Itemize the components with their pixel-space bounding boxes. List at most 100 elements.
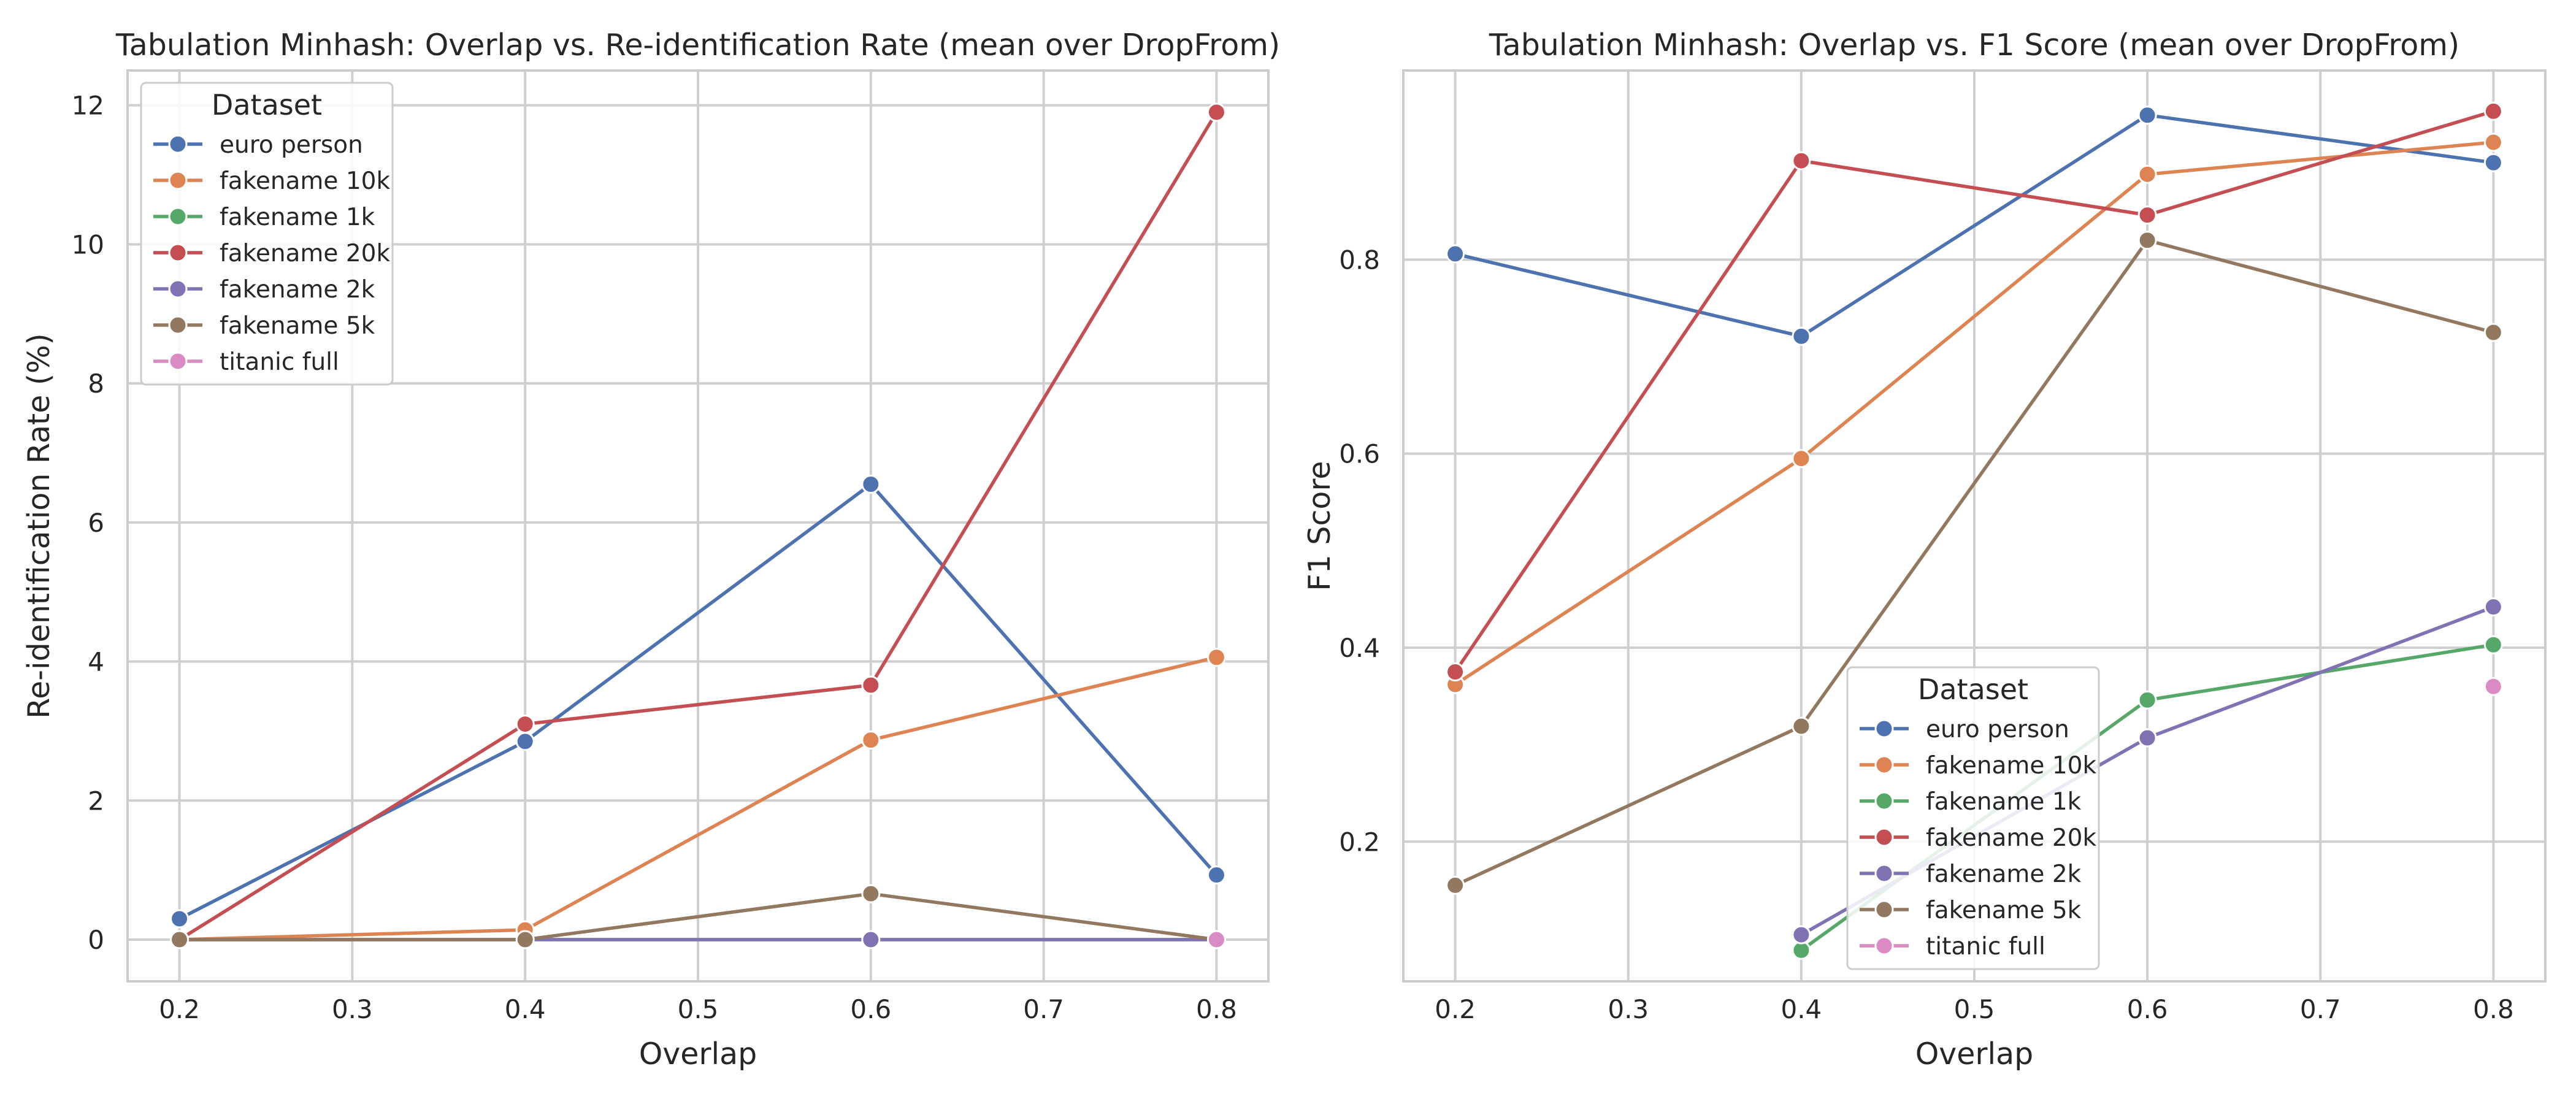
chart-2-legend-entry: fakename 2k (1860, 861, 2082, 888)
chart-2-series-fakename-5k (1446, 231, 2503, 895)
chart-2-title: Tabulation Minhash: Overlap vs. F1 Score… (1489, 28, 2459, 63)
chart-2-data-point (2137, 728, 2157, 748)
chart-2-legend-label: fakename 20k (1926, 824, 2096, 852)
chart-2-legend-marker (1874, 864, 1894, 883)
chart-1-legend-marker (168, 351, 188, 371)
chart-2-legend-label: euro person (1926, 716, 2069, 743)
chart-2-series-line (1453, 140, 2496, 686)
chart-2-legend-label: fakename 5k (1926, 897, 2082, 924)
chart-2-legend-entry: euro person (1860, 716, 2069, 743)
chart-2-legend: Dataset euro person fakename 10k fakename 1… (1846, 666, 2100, 970)
chart-1-x-tick-label: 0.2 (159, 994, 200, 1024)
chart-1-data-point (861, 930, 881, 949)
chart-1-legend-entry: fakename 10k (153, 167, 390, 195)
chart-2-data-point (2483, 323, 2503, 342)
chart-2-legend-title: Dataset (1918, 673, 2028, 706)
chart-1-data-point (170, 909, 190, 929)
chart-2-series-line (1453, 109, 2496, 674)
chart-2-plot-frame (1402, 69, 2547, 983)
chart-1-legend-label: fakename 5k (220, 312, 375, 340)
chart-2-legend-entry: fakename 20k (1860, 824, 2096, 852)
chart-2-legend-marker (1874, 827, 1894, 847)
chart-1-title: Tabulation Minhash: Overlap vs. Re-ident… (115, 28, 1280, 63)
chart-1-data-point (515, 930, 535, 949)
chart-2-data-point (1792, 151, 1811, 171)
chart-2-data-point (2483, 101, 2503, 121)
chart-2-y-tick-label: 0.2 (1339, 827, 1380, 857)
chart-2-data-point (1446, 662, 1465, 682)
chart-1-y-tick-label: 10 (72, 229, 104, 259)
chart-2-legend-marker (1874, 900, 1894, 919)
chart-1-data-point (861, 474, 881, 494)
chart-2-series-fakename-20k (1446, 101, 2503, 682)
chart-1-x-tick-label: 0.5 (678, 994, 719, 1024)
chart-2-y-tick-label: 0.8 (1339, 245, 1380, 275)
chart-1-legend-marker (168, 315, 188, 335)
chart-2-data-point (1792, 925, 1811, 945)
chart-2-series-titanic-full (2483, 677, 2503, 696)
chart-1-data-point (1206, 930, 1226, 949)
chart-1-data-point (861, 675, 881, 695)
chart-2-legend-entry: fakename 5k (1860, 897, 2082, 924)
chart-1-data-point (515, 715, 535, 734)
chart-1-x-tick-label: 0.7 (1023, 994, 1064, 1024)
chart-1-x-tick-label: 0.6 (850, 994, 891, 1024)
chart-2-y-axis-label: F1 Score (1302, 461, 1337, 591)
chart-2-data-point (2137, 690, 2157, 710)
chart-2-legend-marker (1874, 719, 1894, 738)
chart-2-data-point (2483, 677, 2503, 696)
chart-1-series-line (177, 655, 1219, 941)
chart-2: 0.2 0.3 0.4 0.5 0.6 0.7 0.8 0.2 0.4 0.6 0.8 Tabulat… (1302, 28, 2547, 1071)
chart-2-series-line (1453, 113, 2496, 339)
chart-1-legend-label: fakename 20k (220, 240, 390, 267)
chart-2-data-point (2137, 205, 2157, 225)
chart-2-y-tick-label: 0.4 (1339, 633, 1380, 663)
chart-2-x-tick-label: 0.4 (1781, 994, 1822, 1024)
chart-2-x-tick-label: 0.7 (2300, 994, 2341, 1024)
chart-2-legend-box (1846, 666, 2100, 970)
chart-2-data-point (1792, 940, 1811, 960)
chart-1-y-axis-label: Re-identification Rate (%) (21, 333, 56, 718)
chart-1-legend-marker (168, 243, 188, 263)
chart-2-data-point (1792, 716, 1811, 736)
chart-2-legend-entry: titanic full (1860, 933, 2045, 960)
chart-1-series-titanic-full (1206, 930, 1226, 949)
chart-1: 0.2 0.3 0.4 0.5 0.6 0.7 0.8 0 2 4 6 8 10 12 Tabulation… (21, 28, 1280, 1071)
chart-1-plot-frame (126, 69, 1270, 983)
chart-1-x-tick-label: 0.3 (332, 994, 373, 1024)
chart-2-legend-entry: fakename 10k (1860, 752, 2096, 780)
chart-1-legend-marker (168, 171, 188, 190)
chart-2-data-point (2483, 153, 2503, 172)
chart-1-legend-entry: euro person (153, 131, 363, 159)
chart-2-series-fakename-10k (1446, 132, 2503, 694)
chart-1-legend-label: fakename 2k (220, 276, 375, 304)
chart-1-legend-marker (168, 279, 188, 299)
chart-2-legend-label: fakename 1k (1926, 788, 2082, 816)
chart-2-x-tick-label: 0.6 (2127, 994, 2168, 1024)
chart-1-legend-entry: fakename 1k (153, 204, 375, 231)
chart-2-data-point (2483, 597, 2503, 617)
chart-2-data-point (2137, 231, 2157, 250)
chart-1-legend-entry: fakename 5k (153, 312, 375, 340)
chart-1-data-point (861, 730, 881, 750)
chart-2-x-axis-label: Overlap (1915, 1037, 2034, 1071)
chart-2-data-point (1446, 244, 1465, 264)
chart-2-data-point (1446, 875, 1465, 895)
chart-2-series-euro-person (1446, 105, 2503, 346)
chart-1-legend-marker (168, 207, 188, 226)
chart-1-legend-label: euro person (220, 131, 363, 159)
chart-1-legend-marker (168, 134, 188, 154)
chart-1-data-point (861, 884, 881, 903)
chart-2-x-tick-label: 0.5 (1954, 994, 1995, 1024)
chart-1-y-tick-label: 6 (88, 508, 104, 538)
chart-1-data-point (1206, 865, 1226, 885)
chart-2-legend-label: titanic full (1926, 933, 2045, 960)
chart-1-x-axis-label: Overlap (639, 1037, 757, 1071)
chart-2-legend-marker (1874, 791, 1894, 811)
chart-1-data-point (1206, 648, 1226, 667)
chart-1-legend-label: titanic full (220, 348, 339, 376)
chart-2-legend-marker (1874, 755, 1894, 775)
chart-1-y-tick-label: 4 (88, 647, 104, 677)
chart-1-y-tick-label: 8 (88, 369, 104, 399)
